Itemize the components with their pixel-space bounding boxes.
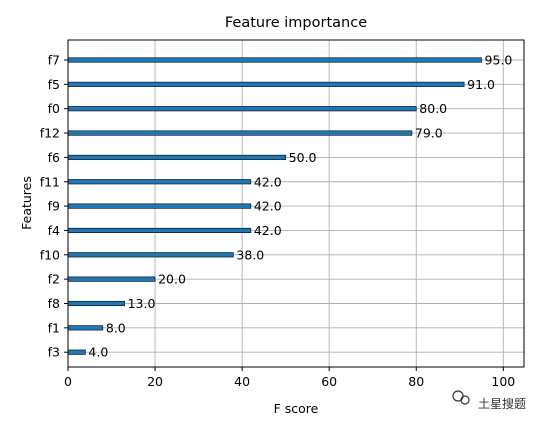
y-tick-label-f4: f4 [48, 223, 60, 238]
data-label-f0: 80.0 [419, 101, 447, 116]
bar-f8 [67, 300, 125, 307]
y-tick-label-f8: f8 [48, 296, 60, 311]
bar-f6 [67, 154, 286, 160]
bar-f9 [67, 203, 252, 209]
bar-f2 [67, 276, 156, 282]
x-tick-label: 20 [147, 374, 163, 389]
y-tick-label-f2: f2 [48, 272, 60, 287]
plot-frame [67, 39, 525, 368]
data-label-f10: 38.0 [236, 247, 264, 262]
watermark-brand-text: 土星搜题 [478, 396, 526, 411]
y-tick-label-f7: f7 [48, 53, 60, 68]
data-label-f8: 13.0 [128, 296, 156, 311]
y-axis-label: Features [19, 176, 34, 230]
data-label-f5: 91.0 [467, 77, 495, 92]
x-tick-label: 0 [64, 374, 72, 389]
data-label-f3: 4.0 [88, 345, 108, 360]
x-tick-label: 60 [321, 374, 337, 389]
y-tick-label-f12: f12 [40, 126, 60, 141]
y-tick-label-f10: f10 [40, 247, 60, 262]
y-tick-label-f0: f0 [48, 101, 60, 116]
y-axis: f7 f5 f0 f12 f6 f11 f9 f4 f10 f2 f8 f1 f3 [40, 53, 68, 360]
bar-f5 [67, 81, 465, 87]
data-label-f4: 42.0 [254, 223, 282, 238]
bar-f7 [67, 57, 482, 63]
y-tick-label-f9: f9 [48, 199, 60, 214]
bar-f4 [67, 227, 252, 233]
watermark-badge: 土星搜题 [452, 390, 526, 411]
bar-f3 [67, 349, 86, 355]
chart-title: Feature importance [225, 15, 367, 31]
x-tick-label: 80 [408, 374, 424, 389]
data-labels-layer: 95.0 91.0 80.0 79.0 50.0 42.0 42.0 42.0 38.0 20.0… [88, 53, 512, 360]
x-axis-label: F score [274, 401, 319, 416]
data-label-f12: 79.0 [415, 126, 443, 141]
data-label-f11: 42.0 [254, 174, 282, 189]
y-tick-label-f11: f11 [40, 174, 60, 189]
bar-f10 [67, 252, 234, 258]
data-label-f1: 8.0 [106, 320, 126, 335]
y-tick-label-f6: f6 [48, 150, 60, 165]
y-tick-label-f1: f1 [48, 320, 60, 335]
data-label-f2: 20.0 [158, 272, 186, 287]
bar-f12 [67, 130, 413, 136]
data-label-f6: 50.0 [289, 150, 317, 165]
y-tick-label-f3: f3 [48, 345, 60, 360]
wechat-icon [452, 390, 470, 405]
data-label-f9: 42.0 [254, 199, 282, 214]
x-tick-label: 40 [234, 374, 250, 389]
y-tick-label-f5: f5 [48, 77, 60, 92]
bar-f0 [67, 106, 417, 112]
x-tick-label: 100 [491, 374, 515, 389]
x-axis: 0 20 40 60 80 100 [64, 367, 515, 389]
bar-f11 [67, 179, 252, 185]
bar-f1 [67, 325, 104, 331]
data-label-f7: 95.0 [485, 53, 513, 68]
grid-layer [67, 40, 524, 367]
